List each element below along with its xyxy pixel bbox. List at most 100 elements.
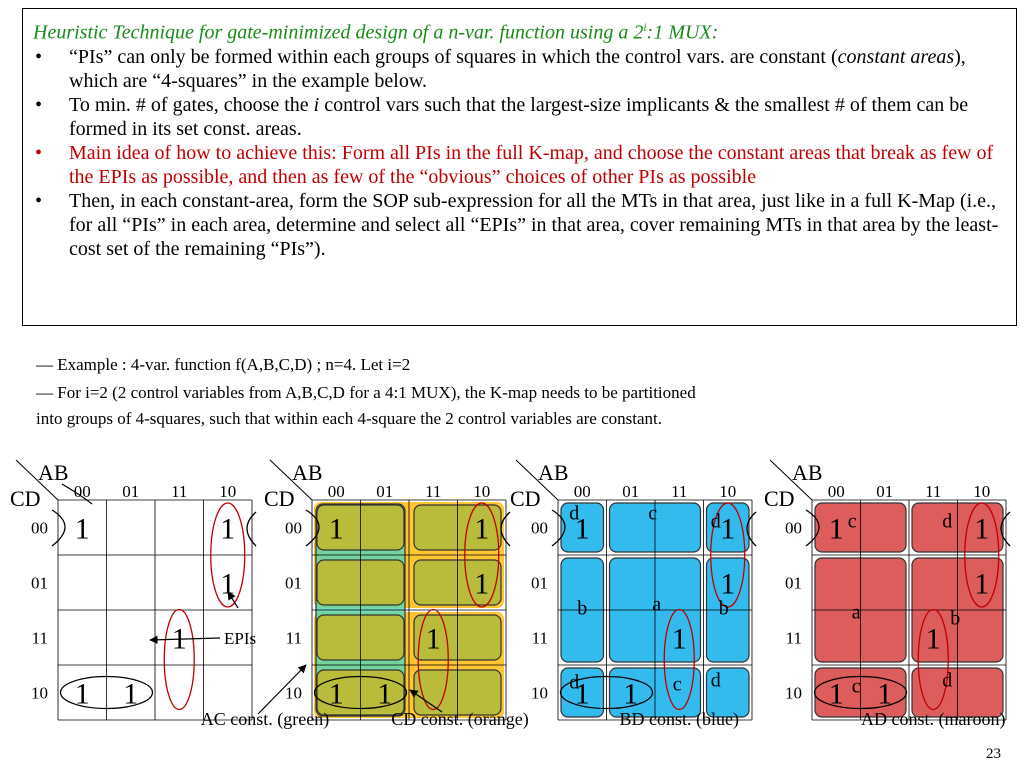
minterm-one: 1 — [877, 678, 892, 711]
corner-arc — [805, 509, 820, 547]
col-label: 01 — [122, 482, 139, 501]
minterm-one: 1 — [75, 513, 90, 546]
minterm-one: 1 — [575, 678, 590, 711]
row-label: 10 — [31, 684, 48, 703]
pi-circle-vertical — [210, 502, 246, 608]
area-label-d: d — [711, 511, 721, 533]
row-label: 01 — [285, 574, 302, 593]
col-label: 00 — [828, 482, 845, 501]
pi-circle-vertical — [464, 502, 500, 608]
row-label: 11 — [286, 629, 302, 648]
row-label: 01 — [785, 574, 802, 593]
col-label: 10 — [973, 482, 990, 501]
minterm-one: 1 — [672, 623, 687, 656]
corner-diagonal — [769, 459, 813, 501]
bd-const-area-0 — [560, 502, 605, 553]
minterm-one: 1 — [974, 513, 989, 546]
row-label: 00 — [531, 519, 548, 538]
minterm-one: 1 — [377, 678, 392, 711]
col-label: 11 — [171, 482, 187, 501]
minterm-one: 1 — [329, 513, 344, 546]
row-label: 10 — [531, 684, 548, 703]
pi-circle-horizontal — [559, 675, 654, 710]
col-label: 11 — [671, 482, 687, 501]
minterm-one: 1 — [220, 513, 235, 546]
row-label: 11 — [32, 629, 48, 648]
col-label: 10 — [719, 482, 736, 501]
area-label-b: b — [577, 598, 587, 620]
corner-arc — [1000, 511, 1011, 547]
pi-circle-horizontal — [59, 675, 154, 710]
ab-label: AB — [792, 460, 823, 485]
example-line-3: into groups of 4-squares, such that with… — [36, 409, 662, 428]
caption: BD const. (blue) — [620, 709, 739, 730]
pi-circle-vertical — [964, 502, 1000, 608]
area-label-d: d — [569, 503, 579, 525]
corner-diagonal — [515, 459, 559, 501]
minterm-one: 1 — [974, 568, 989, 601]
cd-label: CD — [764, 486, 795, 511]
corner-diagonal — [269, 459, 313, 501]
page-number: 23 — [986, 746, 1001, 762]
area-label-c: c — [852, 676, 861, 698]
ab-label: AB — [538, 460, 569, 485]
col-label: 00 — [328, 482, 345, 501]
example-line-2: — For i=2 (2 control variables from A,B,… — [36, 383, 696, 402]
corner-arc — [746, 511, 757, 547]
caption-arrow — [409, 689, 443, 713]
minterm-one: 1 — [623, 678, 638, 711]
corner-arc — [551, 509, 566, 547]
minterm-one: 1 — [720, 513, 735, 546]
caption: AD const. (maroon) — [861, 709, 1005, 730]
bullet-2: • To min. # of gates, choose the i contro… — [35, 93, 969, 140]
bullet-list: • “PIs” can only be formed within each gr… — [33, 45, 1004, 261]
example-line-1: — Example : 4-var. function f(A,B,C,D) ;… — [36, 355, 411, 374]
row-label: 10 — [785, 684, 802, 703]
epis-label: EPIs — [224, 629, 256, 648]
minterm-one: 1 — [829, 678, 844, 711]
area-label-c: c — [673, 674, 682, 696]
caption-arrow — [257, 664, 307, 715]
caption: CD const. (orange) — [391, 709, 528, 730]
area-label-b: b — [950, 608, 960, 630]
bd-const-area-8 — [705, 667, 750, 718]
col-label: 11 — [425, 482, 441, 501]
corner-diagonal — [15, 459, 59, 501]
corner-arc — [246, 511, 257, 547]
corner-arc — [51, 509, 66, 547]
cd-label: CD — [510, 486, 541, 511]
area-label-c: c — [848, 511, 857, 533]
minterm-one: 1 — [220, 568, 235, 601]
col-label: 11 — [925, 482, 941, 501]
col-label: 00 — [574, 482, 591, 501]
pi-circle-horizontal — [313, 675, 408, 710]
bullet-4: • Then, in each constant-area, form the S… — [35, 189, 999, 260]
area-label-d: d — [569, 672, 579, 694]
col-label: 10 — [473, 482, 490, 501]
ab-label: AB — [292, 460, 323, 485]
epis-arrow — [149, 635, 221, 644]
corner-arc — [500, 511, 511, 547]
cd-label: CD — [264, 486, 295, 511]
minterm-one: 1 — [926, 623, 941, 656]
bullet-1: • “PIs” can only be formed within each gr… — [35, 45, 966, 92]
minterm-one: 1 — [720, 568, 735, 601]
area-label-d: d — [942, 670, 952, 692]
text-box: Heuristic Technique for gate-minimized d… — [22, 8, 1017, 326]
area-label-a: a — [852, 602, 861, 624]
row-label: 01 — [531, 574, 548, 593]
pi-circle-vertical — [663, 608, 695, 711]
pi-circle-vertical — [710, 502, 746, 608]
minterm-one: 1 — [474, 568, 489, 601]
row-label: 11 — [532, 629, 548, 648]
col-label: 10 — [219, 482, 236, 501]
ab-label: AB — [38, 460, 69, 485]
area-label-a: a — [652, 594, 661, 616]
pi-circle-horizontal — [813, 675, 908, 710]
col-label: 01 — [376, 482, 393, 501]
corner-arc — [305, 509, 320, 547]
corner-arc — [61, 483, 93, 505]
minterm-one: 1 — [329, 678, 344, 711]
area-label-b: b — [719, 598, 729, 620]
